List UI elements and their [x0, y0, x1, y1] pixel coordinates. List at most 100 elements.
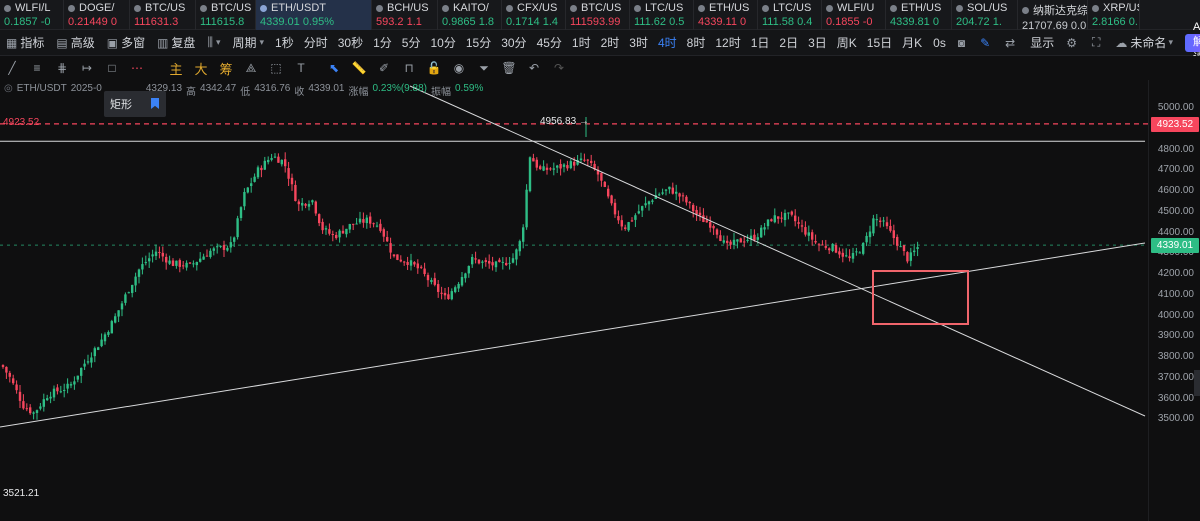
ticker-tab[interactable]: 纳斯达克综合 21707.69 0.0: [1018, 0, 1088, 30]
trendline-icon[interactable]: ╱: [8, 61, 16, 75]
ticker-tab[interactable]: XRP/US 2.8166 0.: [1088, 0, 1140, 30]
main-tool[interactable]: 主: [169, 61, 183, 77]
ticker-tab[interactable]: DOGE/0.21449 0: [64, 0, 130, 30]
ticker-tab[interactable]: CFX/US 0.1714 1.4: [502, 0, 566, 30]
text-icon[interactable]: T: [297, 61, 305, 75]
ai-interpret-button[interactable]: AI解读: [1184, 21, 1200, 64]
brush-icon[interactable]: ✐: [378, 61, 390, 75]
alert-price-tag[interactable]: 4923.52: [1151, 116, 1199, 132]
ticker-tab[interactable]: WLFI/U 0.1855 -0: [822, 0, 886, 30]
display-button[interactable]: 显示: [1030, 36, 1055, 50]
bookmark-icon[interactable]: [151, 98, 159, 109]
settings-button[interactable]: ⚙: [1060, 30, 1086, 56]
ticker-tab[interactable]: BTC/US 111593.99: [566, 0, 630, 30]
ticker-tab[interactable]: ETH/US 4339.81 0: [886, 0, 952, 30]
ticker-tab[interactable]: WLFI/L 0.1857 -0: [0, 0, 64, 30]
funnel-icon[interactable]: ⏷: [479, 60, 489, 75]
candle-body: [161, 252, 164, 257]
candle-body: [134, 276, 137, 286]
timeframe-option[interactable]: 45分: [536, 36, 562, 50]
timeframe-option[interactable]: 5分: [401, 36, 421, 50]
candlestick-chart[interactable]: [0, 80, 1148, 521]
ticker-tab[interactable]: ETH/USDT 4339.01 0.95%: [256, 0, 372, 30]
ticker-tab[interactable]: BCH/US 593.2 1.1: [372, 0, 438, 30]
parallel-icon[interactable]: ⋕: [56, 61, 68, 75]
timeframe-option[interactable]: 30秒: [337, 36, 364, 50]
lock-icon[interactable]: 🔓: [426, 61, 442, 75]
ticker-name: SOL/US: [956, 2, 1013, 14]
ticker-quote: 111.62 0.5: [634, 16, 685, 28]
replay-button[interactable]: ▥ 复盘: [157, 35, 196, 51]
hline-icon[interactable]: ≡: [33, 61, 41, 75]
coin-icon: [634, 4, 641, 12]
candle-body: [267, 159, 270, 163]
timeframe-option[interactable]: 2时: [600, 36, 620, 50]
trash-icon[interactable]: 🗑: [501, 61, 517, 75]
timeframe-option[interactable]: 分时: [303, 36, 328, 50]
fullscreen-button[interactable]: ⛶: [1086, 30, 1109, 56]
chart-type-button[interactable]: ⫼ ▾: [201, 30, 226, 56]
ticker-quote: 111593.99: [570, 16, 621, 28]
cursor-icon[interactable]: ⬉: [328, 61, 340, 75]
descending-trendline[interactable]: [409, 85, 1146, 417]
timeframe-option[interactable]: 8时: [686, 36, 706, 50]
compare-button[interactable]: ⇄: [999, 30, 1024, 56]
ray-icon[interactable]: ↦: [81, 61, 93, 75]
support-trendline[interactable]: [0, 242, 1146, 428]
edit-button[interactable]: ✎: [974, 30, 999, 56]
timeframe-option[interactable]: 1秒: [275, 36, 294, 50]
candle-body: [437, 284, 440, 292]
timeframe-option[interactable]: 15分: [465, 36, 492, 50]
undo-icon[interactable]: ↶: [528, 61, 540, 75]
candle-body: [770, 219, 773, 222]
collapse-icon[interactable]: ◎: [4, 83, 13, 94]
timeframe-option[interactable]: 4时: [657, 36, 677, 50]
chart-area[interactable]: [0, 80, 1148, 521]
timeframe-option[interactable]: 15日: [866, 36, 893, 50]
gann-icon[interactable]: ⟁: [245, 60, 257, 75]
multi-window-button[interactable]: ▣ 多窗: [106, 35, 146, 51]
timeframe-option[interactable]: 30分: [501, 36, 527, 50]
magnet-icon[interactable]: ⊓: [404, 61, 414, 75]
timeframe-option[interactable]: 10分: [430, 36, 456, 50]
timeframe-option[interactable]: 12时: [715, 36, 741, 50]
timeframe-option[interactable]: 1时: [571, 36, 591, 50]
price-tick: 4800.00: [1157, 143, 1194, 155]
timeframe-option[interactable]: 3日: [808, 36, 827, 50]
axis-scroll-handle[interactable]: [1194, 370, 1200, 396]
candle-body: [559, 164, 562, 169]
timeframe-option[interactable]: 1日: [750, 36, 770, 50]
candle-body: [29, 407, 32, 414]
timeframe-option[interactable]: 月K: [902, 36, 923, 50]
big-tool[interactable]: 大: [194, 61, 208, 77]
indicators-button[interactable]: ▦ 指标: [6, 35, 45, 51]
ticker-tab[interactable]: SOL/US 204.72 1.: [952, 0, 1018, 30]
more-dots-icon[interactable]: ⋯: [131, 61, 143, 75]
redo-icon[interactable]: ↷: [553, 61, 565, 75]
price-axis[interactable]: 5000.004900.004800.004700.004600.004500.…: [1148, 80, 1200, 521]
layout-button[interactable]: ☁ 未命名 ▾: [1115, 35, 1173, 51]
eye-icon[interactable]: ◉: [453, 61, 465, 75]
rect-icon[interactable]: □: [108, 61, 116, 75]
ticker-tab[interactable]: LTC/US 111.62 0.5: [630, 0, 694, 30]
timeframe-option[interactable]: 1分: [373, 36, 392, 50]
chips-tool[interactable]: 筹: [219, 61, 233, 77]
timeframe-option[interactable]: 3时: [629, 36, 648, 50]
candle-body: [702, 215, 705, 222]
timeframe-option[interactable]: 周K: [836, 36, 857, 50]
ticker-tab[interactable]: LTC/US 111.58 0.4: [758, 0, 822, 30]
ruler-icon[interactable]: 📏: [351, 61, 367, 75]
screenshot-button[interactable]: ◙: [952, 30, 974, 56]
ticker-tab[interactable]: BTC/US 111631.3: [130, 0, 196, 30]
ticker-tab[interactable]: BTC/US 111615.8: [196, 0, 256, 30]
candle-body: [637, 211, 640, 214]
candle-body: [916, 247, 919, 249]
pattern-icon[interactable]: ⬚: [270, 61, 282, 75]
period-button[interactable]: 周期 ▾: [232, 36, 265, 50]
ticker-tab[interactable]: KAITO/0.9865 1.8: [438, 0, 502, 30]
ticker-tab[interactable]: ETH/US 4339.11 0: [694, 0, 758, 30]
timeframe-option[interactable]: 2日: [779, 36, 799, 50]
highlight-rectangle[interactable]: [872, 270, 969, 325]
advanced-button[interactable]: ▤ 高级: [56, 35, 95, 51]
candle-body: [86, 361, 90, 363]
